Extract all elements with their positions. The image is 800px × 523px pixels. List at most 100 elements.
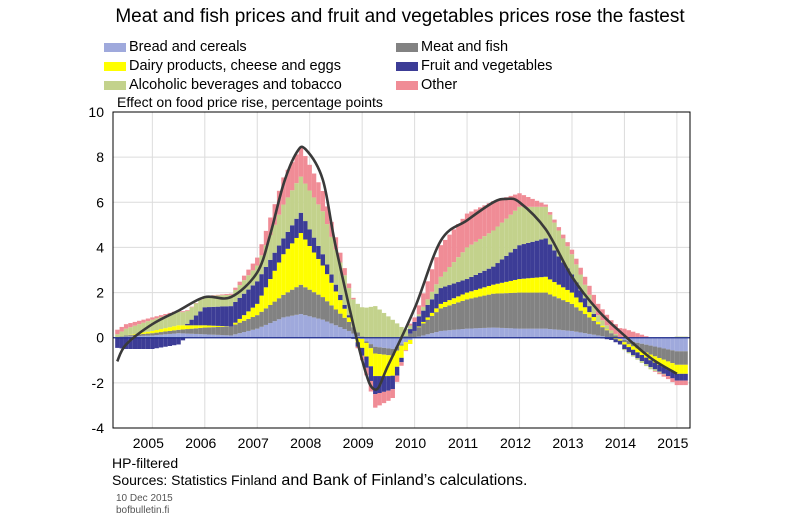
legend-label-other: Other	[421, 77, 458, 93]
bar-segment-fruit-and-vegetables	[167, 337, 173, 346]
bar-segment-other	[373, 394, 378, 408]
bar-segment-fruit-and-vegetables	[220, 306, 225, 327]
bar-segment-other	[644, 336, 649, 338]
bar-segment-fruit-and-vegetables	[574, 282, 579, 298]
bar-segment-meat-and-fish	[539, 292, 544, 329]
bar-segment-bread-and-cereals	[154, 335, 159, 338]
bar-segment-meat-and-fish	[154, 332, 159, 336]
bar-segment-dairy-products-cheese-and-eggs	[530, 277, 535, 293]
bar-segment-other	[517, 193, 522, 207]
bar-segment-dairy-products-cheese-and-eggs	[526, 278, 531, 293]
bar-segment-alcoholic-beverages-and-tobacco	[399, 326, 404, 338]
bar-segment-dairy-products-cheese-and-eggs	[508, 280, 513, 293]
bar-segment-dairy-products-cheese-and-eggs	[543, 276, 548, 293]
legend-label-meat-and-fish: Meat and fish	[421, 39, 509, 55]
bar-segment-other	[338, 252, 343, 263]
bar-segment-dairy-products-cheese-and-eggs	[399, 345, 404, 358]
bar-segment-fruit-and-vegetables	[491, 266, 496, 285]
bar-segment-fruit-and-vegetables	[569, 274, 575, 293]
bar-segment-bread-and-cereals	[303, 315, 308, 338]
bar-segment-alcoholic-beverages-and-tobacco	[298, 176, 304, 213]
bar-segment-alcoholic-beverages-and-tobacco	[600, 320, 605, 326]
bar-segment-meat-and-fish	[486, 294, 492, 328]
bar-segment-alcoholic-beverages-and-tobacco	[311, 197, 317, 238]
bar-segment-bread-and-cereals	[679, 337, 684, 352]
bar-segment-fruit-and-vegetables	[259, 274, 264, 296]
bar-segment-dairy-products-cheese-and-eggs	[193, 325, 199, 329]
bar-segment-dairy-products-cheese-and-eggs	[582, 307, 588, 315]
bar-segment-other	[250, 263, 256, 271]
bar-segment-other	[215, 294, 221, 296]
legend-label-dairy: Dairy products, cheese and eggs	[129, 58, 341, 74]
bar-segment-alcoholic-beverages-and-tobacco	[661, 373, 666, 375]
bar-segment-fruit-and-vegetables	[290, 225, 295, 244]
bar-segment-alcoholic-beverages-and-tobacco	[486, 233, 492, 269]
bar-segment-bread-and-cereals	[206, 334, 212, 338]
bar-segment-meat-and-fish	[543, 292, 548, 329]
bar-segment-fruit-and-vegetables	[298, 212, 304, 234]
bar-segment-fruit-and-vegetables	[150, 337, 155, 349]
bar-segment-fruit-and-vegetables	[434, 293, 439, 309]
bar-segment-dairy-products-cheese-and-eggs	[517, 279, 522, 293]
bar-segment-other	[285, 169, 291, 198]
bar-segment-alcoholic-beverages-and-tobacco	[359, 307, 365, 337]
bar-segment-other	[657, 372, 662, 375]
bar-segment-dairy-products-cheese-and-eggs	[429, 312, 435, 316]
bar-segment-bread-and-cereals	[338, 327, 343, 338]
total-line	[116, 145, 678, 391]
bar-segment-dairy-products-cheese-and-eggs	[206, 325, 212, 328]
bar-segment-dairy-products-cheese-and-eggs	[359, 338, 365, 348]
bar-segment-alcoholic-beverages-and-tobacco	[316, 204, 321, 246]
bar-segment-meat-and-fish	[416, 327, 422, 337]
bar-segment-dairy-products-cheese-and-eggs	[373, 353, 378, 377]
bar-segment-fruit-and-vegetables	[228, 306, 234, 327]
bar-segment-bread-and-cereals	[491, 327, 496, 338]
bar-segment-bread-and-cereals	[451, 329, 457, 338]
bar-segment-fruit-and-vegetables	[591, 314, 597, 318]
bar-segment-fruit-and-vegetables	[381, 376, 387, 392]
bar-segment-bread-and-cereals	[141, 335, 146, 338]
bar-segment-fruit-and-vegetables	[587, 306, 592, 313]
bar-segment-fruit-and-vegetables	[639, 355, 645, 362]
bar-segment-meat-and-fish	[211, 327, 216, 335]
bar-segment-bread-and-cereals	[617, 337, 623, 340]
bar-series	[115, 147, 688, 408]
bar-segment-alcoholic-beverages-and-tobacco	[141, 322, 146, 333]
bar-segment-alcoholic-beverages-and-tobacco	[639, 361, 645, 363]
bar-segment-fruit-and-vegetables	[154, 337, 159, 349]
bar-segment-alcoholic-beverages-and-tobacco	[272, 224, 277, 253]
bar-segment-meat-and-fish	[464, 299, 470, 329]
bar-segment-fruit-and-vegetables	[648, 360, 653, 368]
bar-segment-dairy-products-cheese-and-eggs	[189, 325, 194, 329]
bar-segment-bread-and-cereals	[158, 334, 164, 338]
bar-segment-fruit-and-vegetables	[635, 352, 640, 359]
bar-segment-dairy-products-cheese-and-eggs	[220, 326, 225, 327]
bar-segment-other	[342, 268, 347, 276]
bar-segment-dairy-products-cheese-and-eggs	[303, 239, 308, 288]
bar-segment-dairy-products-cheese-and-eggs	[569, 292, 575, 304]
bar-segment-dairy-products-cheese-and-eggs	[447, 300, 452, 306]
bar-segment-meat-and-fish	[346, 321, 352, 331]
bar-segment-alcoholic-beverages-and-tobacco	[198, 299, 203, 312]
bar-segment-alcoholic-beverages-and-tobacco	[447, 266, 452, 286]
bar-segment-bread-and-cereals	[469, 328, 474, 338]
bar-segment-meat-and-fish	[272, 301, 277, 322]
bar-segment-bread-and-cereals	[578, 332, 583, 338]
bar-segment-alcoholic-beverages-and-tobacco	[644, 364, 649, 367]
bar-segment-other	[137, 320, 142, 325]
bar-segment-bread-and-cereals	[591, 334, 597, 338]
bar-segment-dairy-products-cheese-and-eggs	[425, 317, 430, 320]
bar-segment-bread-and-cereals	[394, 337, 400, 347]
bar-segment-bread-and-cereals	[215, 334, 221, 338]
bar-segment-fruit-and-vegetables	[482, 270, 487, 288]
bar-segment-meat-and-fish	[189, 328, 194, 334]
bar-segment-bread-and-cereals	[665, 337, 671, 350]
x-tick-label: 2011	[448, 435, 478, 451]
bar-segment-dairy-products-cheese-and-eggs	[464, 292, 470, 300]
bar-segment-meat-and-fish	[460, 300, 465, 330]
bar-segment-meat-and-fish	[626, 340, 631, 345]
bar-segment-fruit-and-vegetables	[276, 245, 282, 263]
bar-segment-other	[241, 275, 247, 281]
bar-segment-fruit-and-vegetables	[399, 357, 404, 363]
